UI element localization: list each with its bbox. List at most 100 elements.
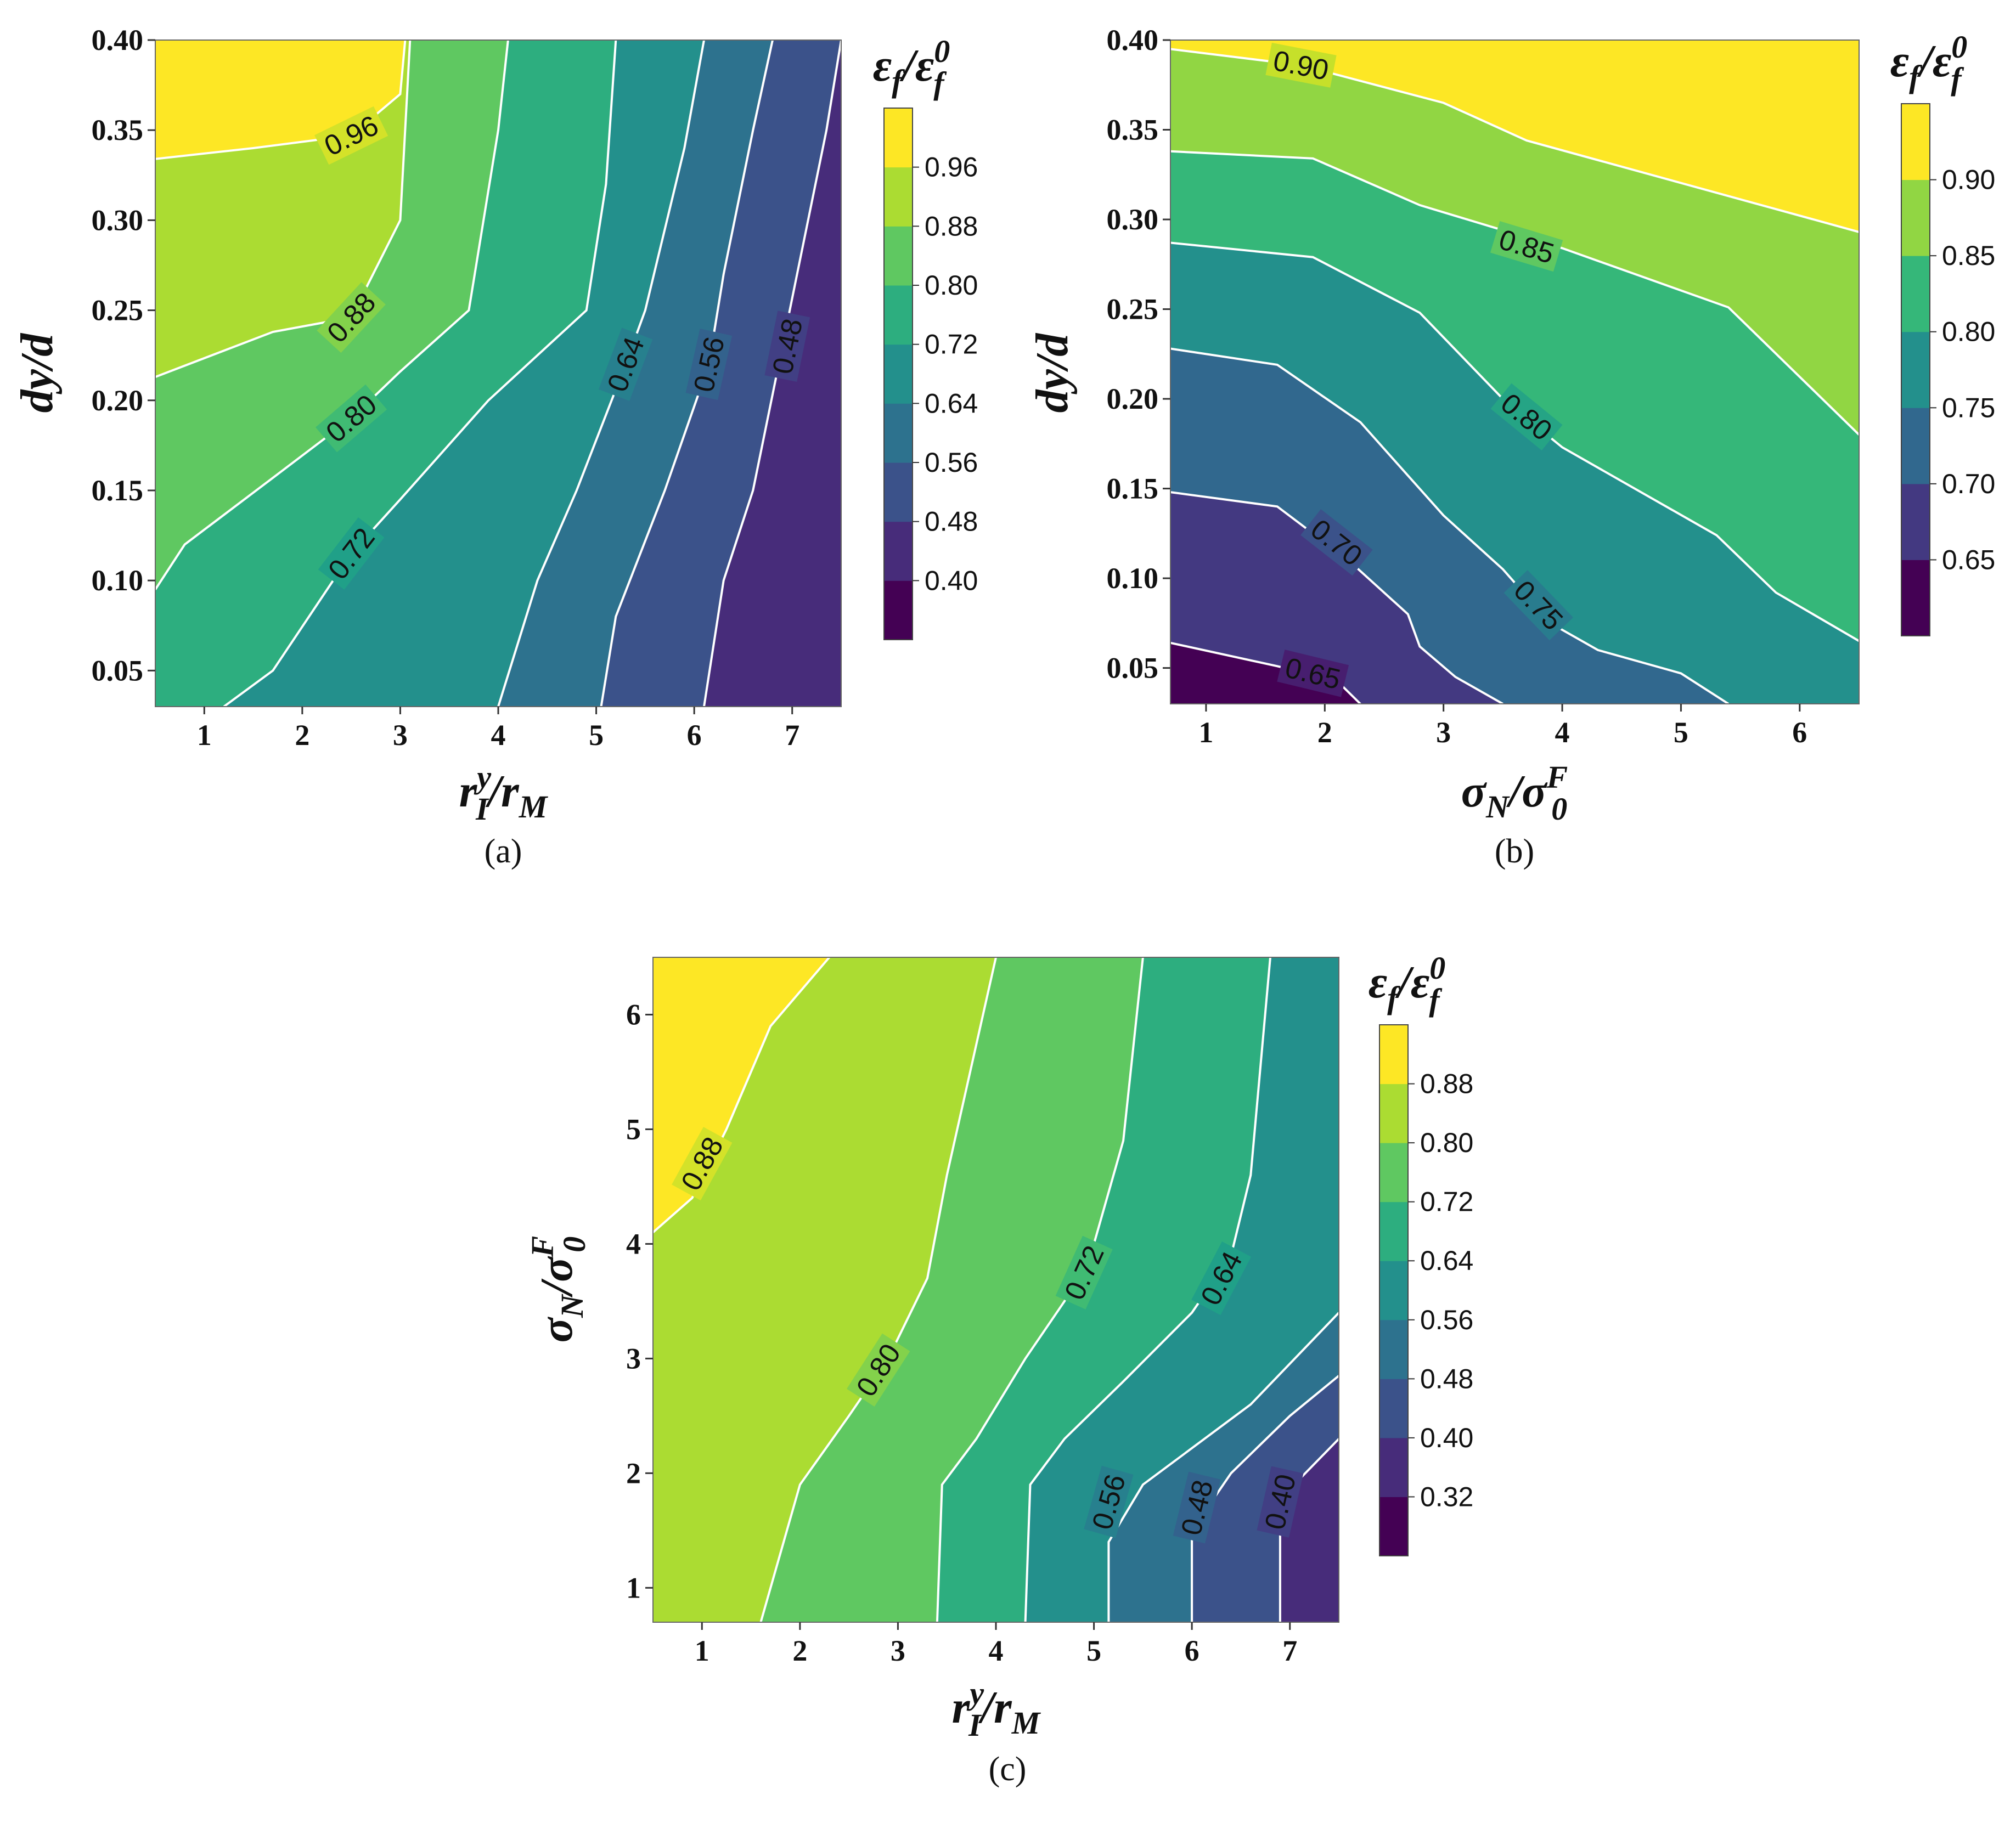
colorbar-segment <box>1379 1497 1408 1556</box>
colorbar-label-main: ε <box>873 40 892 91</box>
y-tick-label: 0.20 <box>1107 382 1159 415</box>
colorbar-segment <box>1901 179 1930 256</box>
contour-label-bg <box>1277 650 1349 697</box>
contour-line-0.70 <box>1170 491 1503 704</box>
colorbar-frame <box>1379 1024 1409 1556</box>
colorbar-segment <box>1901 483 1930 560</box>
x-axis-label: ry I/rM <box>952 1675 1041 1743</box>
colorbar-tick-label: 0.75 <box>1942 392 1995 423</box>
colorbar-segment <box>884 344 913 404</box>
colorbar-tick-label: 0.72 <box>1420 1187 1473 1217</box>
colorbar-label-rest: /ε <box>1394 957 1429 1008</box>
colorbar-tick-label: 0.56 <box>1420 1305 1473 1335</box>
colorbar-segment <box>884 462 913 522</box>
x-tick-label: 2 <box>1317 716 1332 749</box>
x-axis-label-rest: /σ <box>1506 766 1548 817</box>
plot-area: 0.960.880.800.720.64 0.56 0.48 <box>155 40 841 707</box>
colorbar-segment <box>1379 1437 1408 1497</box>
colorbar-tick-label: 0.88 <box>925 211 978 241</box>
plot-area: 0.900.850.800.750.700.65 <box>1170 40 1859 704</box>
x-tick-label: 5 <box>1086 1634 1101 1667</box>
x-tick-label: 1 <box>197 719 212 752</box>
colorbar-tick-label: 0.56 <box>925 447 978 478</box>
colorbar-tick-label: 0.70 <box>1942 469 1995 499</box>
contour-label-bg <box>764 311 810 382</box>
colorbar-tick-label: 0.90 <box>1942 165 1995 195</box>
colorbar-segment <box>884 403 913 463</box>
contour-label-bg <box>1257 1466 1304 1538</box>
colorbar-segment <box>1901 560 1930 636</box>
colorbar-label-rest-sup: 0 <box>1429 950 1445 986</box>
x-tick-label: 6 <box>1792 716 1807 749</box>
contour-line-0.56 <box>1107 1312 1339 1622</box>
colorbar-frame <box>883 108 913 640</box>
colorbar-segment <box>1379 1143 1408 1203</box>
contour-label-group: 0.48 <box>764 311 810 382</box>
colorbar-tick-label: 0.96 <box>925 152 978 183</box>
x-tick-label: 7 <box>785 719 799 752</box>
y-tick-label: 0.10 <box>92 564 144 597</box>
y-axis-label-main: σ <box>531 1316 582 1342</box>
y-tick-label: 0.25 <box>1107 293 1159 326</box>
x-axis-label: ry I/rM <box>459 759 549 827</box>
x-axis-label-rest-sub: M <box>1011 1705 1041 1741</box>
x-axis-label-sub: I <box>475 791 489 827</box>
y-tick-label: 0.30 <box>1107 203 1159 236</box>
contour-line-0.85 <box>1170 150 1859 436</box>
colorbar-segment <box>884 580 913 640</box>
colorbar-segment <box>1379 1379 1408 1438</box>
y-axis-label-rest-sub: 0 <box>556 1237 592 1252</box>
axes-frame <box>1170 39 1860 704</box>
colorbar-segment <box>1901 408 1930 484</box>
colorbar-segment <box>1379 1083 1408 1143</box>
colorbar-label-rest-sup: 0 <box>1951 29 1967 65</box>
colorbar-segment <box>1901 256 1930 332</box>
colorbar-tick-label: 0.80 <box>1942 317 1995 347</box>
colorbar-segment <box>1379 1261 1408 1320</box>
panel-a: 0.960.880.800.720.64 0.56 0.481 2 3 4 5 6 70.050… <box>12 24 978 870</box>
y-tick-label: 0.40 <box>92 24 144 57</box>
colorbar-tick-label: 0.88 <box>1420 1069 1473 1099</box>
y-tick-label: 0.35 <box>92 114 144 146</box>
contour-line-0.88 <box>653 957 830 1234</box>
x-tick-label: 3 <box>1436 716 1451 749</box>
y-tick-label: 0.25 <box>92 294 144 327</box>
x-axis-label-sub: I <box>968 1707 982 1743</box>
x-tick-label: 4 <box>1555 716 1570 749</box>
y-axis-label: dy/d <box>1027 332 1078 413</box>
x-tick-label: 3 <box>891 1634 905 1667</box>
contour-label-bg <box>1300 509 1373 576</box>
x-axis-label-sub: N <box>1485 789 1510 825</box>
colorbar-tick-label: 0.48 <box>1420 1363 1473 1394</box>
contour-label-bg <box>1173 1471 1221 1544</box>
y-tick-label: 0.30 <box>92 204 144 236</box>
contour-line-0.80 <box>155 40 509 590</box>
y-axis-label-sub: N <box>554 1294 590 1318</box>
contour-label-bg <box>1055 1235 1113 1310</box>
y-tick-label: 5 <box>626 1113 641 1145</box>
x-axis-label-main: σ <box>1461 766 1488 817</box>
contour-line-0.90 <box>1170 48 1859 233</box>
y-tick-label: 0.15 <box>1107 472 1159 505</box>
contour-label-bg <box>1191 1241 1252 1316</box>
contour-label-group: 0.40 <box>1257 1466 1304 1538</box>
x-axis-label-main: r <box>952 1682 971 1733</box>
y-axis-label-rest: /σ <box>531 1256 582 1298</box>
panel-b: 0.900.850.800.750.700.651 2 3 4 5 60.050.100.… <box>1027 24 1995 870</box>
colorbar-tick-label: 0.64 <box>1420 1245 1473 1276</box>
x-tick-label: 5 <box>1674 716 1688 749</box>
y-tick-label: 0.15 <box>92 474 144 507</box>
contour-line-0.64 <box>1024 957 1271 1622</box>
x-axis-label-rest-sub: M <box>519 789 549 825</box>
contour-label-bg <box>685 329 733 400</box>
colorbar-segment <box>884 226 913 286</box>
y-axis-label-rest-sup: F <box>525 1236 560 1258</box>
x-tick-label: 4 <box>491 719 506 752</box>
colorbar-label-rest: /ε <box>899 40 934 91</box>
x-axis-label-rest: /r <box>978 1682 1012 1733</box>
contour-label-bg <box>316 384 387 453</box>
x-tick-label: 6 <box>687 719 702 752</box>
colorbar-tick-label: 0.40 <box>1420 1423 1473 1453</box>
y-tick-label: 1 <box>626 1571 641 1604</box>
